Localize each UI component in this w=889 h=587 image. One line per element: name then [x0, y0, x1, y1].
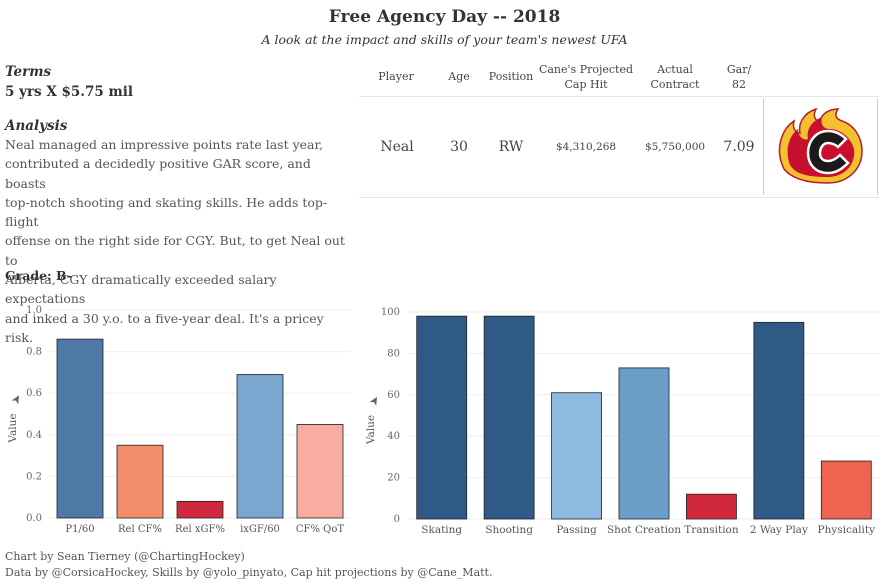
header-contract-line1: Actual [657, 63, 693, 76]
terms-heading: Terms [5, 64, 52, 80]
footer: Chart by Sean Tierney (@ChartingHockey) … [5, 549, 492, 581]
bar [296, 424, 344, 519]
y-tick-label: 0.2 [26, 471, 42, 482]
bar [483, 315, 535, 520]
x-tick-label: ixGF/60 [240, 524, 280, 535]
cell-position: RW [498, 139, 524, 155]
x-tick-label: CF% QoT [296, 524, 344, 535]
bar [56, 338, 104, 519]
footer-sources: Data by @CorsicaHockey, Skills by @yolo_… [5, 566, 493, 579]
x-tick-label: Skating [421, 524, 462, 536]
analysis-text: Neal managed an impressive points rate l… [5, 135, 350, 347]
y-tick-label: 80 [387, 348, 400, 359]
cell-cap-hit: $4,310,268 [555, 141, 617, 153]
header-player: Player [378, 70, 414, 83]
x-tick-label: Shooting [485, 524, 533, 536]
bar [116, 444, 164, 519]
page-title: Free Agency Day -- 2018 [328, 7, 561, 27]
header-contract: Actual Contract [641, 62, 709, 92]
left-panel: Terms 5 yrs X $5.75 mil Analysis Neal ma… [5, 64, 355, 347]
bar [753, 321, 805, 520]
bar [618, 367, 670, 520]
header-gar: Gar/ 82 [717, 62, 761, 92]
header-cap-hit-line2: Cap Hit [564, 78, 608, 91]
y-tick-label: 40 [387, 431, 400, 442]
analysis-heading: Analysis [5, 118, 68, 134]
y-tick-label: 0.8 [26, 347, 42, 358]
x-tick-label: Rel CF% [118, 524, 162, 535]
y-axis-label: Value [365, 415, 377, 445]
footer-credit: Chart by Sean Tierney (@ChartingHockey) [5, 550, 245, 563]
bar [416, 315, 468, 520]
rate-stats-chart: 0.0 0.2 0.4 0.6 0.8 1.0 Value ➤ P1/60 Rel CF% Rel … [7, 305, 350, 535]
page-subtitle: A look at the impact and skills of your … [261, 32, 628, 47]
bar [686, 493, 737, 520]
y-tick-label: 0.4 [26, 430, 42, 441]
x-tick-label: Passing [556, 524, 597, 536]
cell-gar: 7.09 [723, 139, 755, 155]
analysis-line: top-notch shooting and skating skills. H… [5, 194, 328, 230]
header-contract-line2: Contract [650, 78, 700, 91]
table-row: Neal 30 RW $4,310,268 $5,750,000 7.09 [359, 96, 879, 198]
y-tick-label: 0.6 [26, 388, 42, 399]
y-axis-label: Value [7, 413, 19, 443]
y-tick-label: 0 [394, 514, 400, 525]
grade-label: Grade: B- [5, 268, 73, 283]
header-gar-line2: 82 [732, 78, 746, 91]
x-tick-label: P1/60 [65, 524, 94, 535]
header-gar-line1: Gar/ [726, 63, 752, 76]
cell-age: 30 [450, 139, 468, 155]
header-position: Position [488, 70, 534, 83]
pin-icon: ➤ [366, 393, 383, 409]
x-tick-label: 2 Way Play [750, 524, 808, 536]
team-logo-box [763, 99, 878, 195]
x-tick-label: Rel xGF% [175, 524, 225, 535]
skills-chart: 0 20 40 60 80 100 Value ➤ Skating Shooting Passing… [365, 307, 880, 536]
y-tick-label: 60 [387, 390, 400, 401]
analysis-line: offense on the right side for CGY. But, … [5, 233, 345, 268]
pin-icon: ➤ [8, 391, 25, 407]
header-cap-hit: Cane's Projected Cap Hit [536, 62, 636, 92]
analysis-line: contributed a decidedly positive GAR sco… [5, 156, 311, 191]
y-tick-label: 1.0 [26, 305, 42, 316]
x-tick-label: Physicality [818, 524, 876, 536]
header-cap-hit-line1: Cane's Projected [538, 63, 634, 76]
x-tick-label: Shot Creation [607, 524, 681, 536]
y-tick-label: 0.0 [26, 513, 42, 524]
calgary-flames-logo-icon [778, 107, 863, 184]
analysis-line: Neal managed an impressive points rate l… [5, 137, 324, 152]
bar [236, 374, 284, 519]
bar [820, 460, 872, 520]
table-header: Player Age Position Cane's Projected Cap… [359, 58, 879, 96]
cell-contract: $5,750,000 [644, 141, 706, 153]
bar [551, 392, 602, 520]
y-tick-label: 20 [387, 473, 400, 484]
y-tick-label: 100 [381, 307, 400, 318]
x-tick-label: Transition [684, 524, 739, 536]
bar [176, 500, 224, 519]
terms-value: 5 yrs X $5.75 mil [5, 84, 134, 100]
analysis-line: Alberta, CGY dramatically exceeded salar… [5, 272, 277, 307]
cell-player: Neal [380, 139, 414, 155]
analysis-line: and inked a 30 y.o. to a five-year deal.… [5, 310, 324, 345]
header-age: Age [448, 70, 470, 83]
